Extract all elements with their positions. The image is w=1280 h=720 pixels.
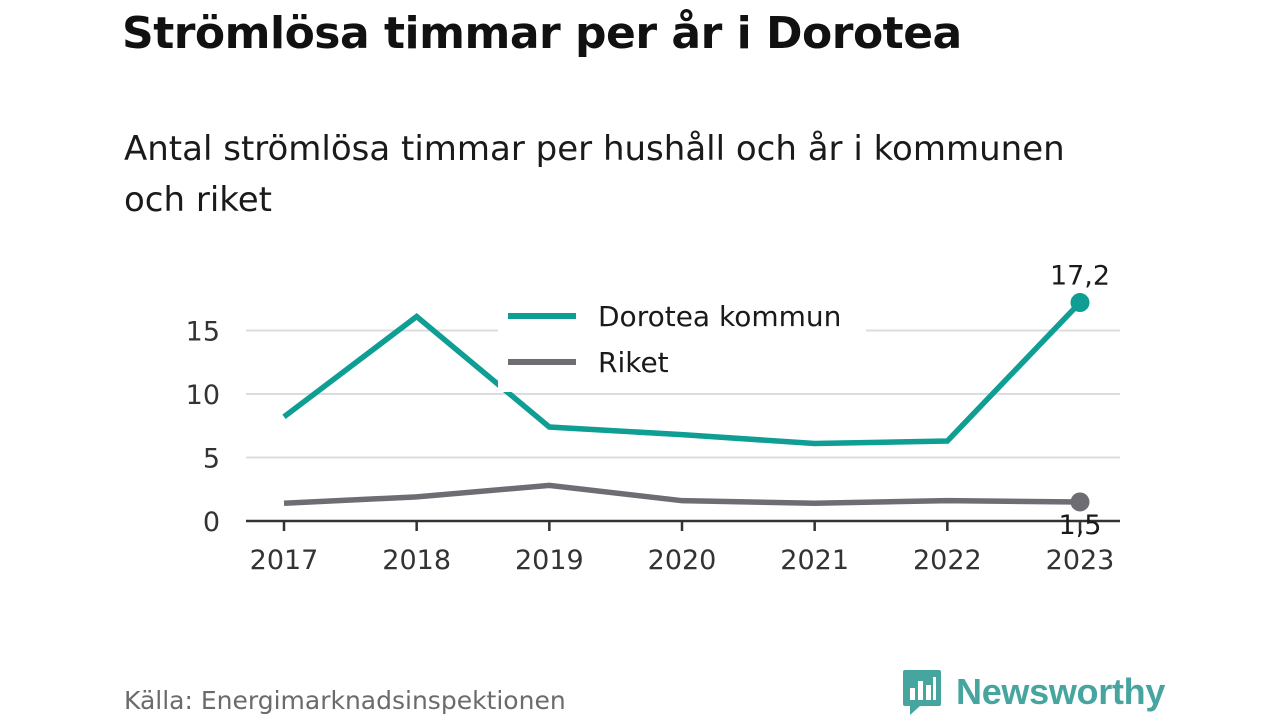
end-value-label: 17,2 [1050, 261, 1110, 292]
y-tick-label: 15 [186, 317, 220, 348]
end-value-label: 1,5 [1059, 510, 1102, 541]
newsworthy-logo-icon [903, 670, 941, 715]
y-tick-label: 5 [203, 444, 220, 475]
x-tick-label: 2023 [1046, 545, 1115, 576]
series-lines [282, 300, 1082, 506]
series-line-0 [282, 300, 1082, 447]
y-tick-label: 0 [203, 507, 220, 538]
x-tick-label: 2018 [382, 545, 451, 576]
axes: 0 5 10 15 2017 2018 2019 2020 2021 2022 2023 [186, 317, 1120, 576]
end-point-marker [1070, 293, 1090, 313]
x-tick-label: 2021 [780, 545, 849, 576]
brand-name: Newsworthy [956, 671, 1166, 712]
data-labels: 17,2 1,5 [1050, 261, 1110, 541]
x-tick-label: 2017 [250, 545, 319, 576]
legend-label: Riket [598, 346, 669, 379]
legend: Dorotea kommun Riket [498, 292, 866, 392]
end-point-marker [1070, 492, 1090, 512]
x-tick-label: 2022 [913, 545, 982, 576]
x-tick-label: 2019 [515, 545, 584, 576]
chart-subtitle: Antal strömlösa timmar per hushåll och å… [124, 129, 1065, 220]
x-tick-label: 2020 [648, 545, 717, 576]
source-note: Källa: Energimarknadsinspektionen [124, 686, 566, 715]
legend-label: Dorotea kommun [598, 300, 841, 333]
chart-title: Strömlösa timmar per år i Dorotea [122, 8, 962, 59]
brand-logo[interactable]: Newsworthy [902, 668, 1165, 716]
series-line-1 [283, 482, 1081, 506]
y-tick-label: 10 [186, 380, 220, 411]
legend-background [498, 292, 866, 392]
